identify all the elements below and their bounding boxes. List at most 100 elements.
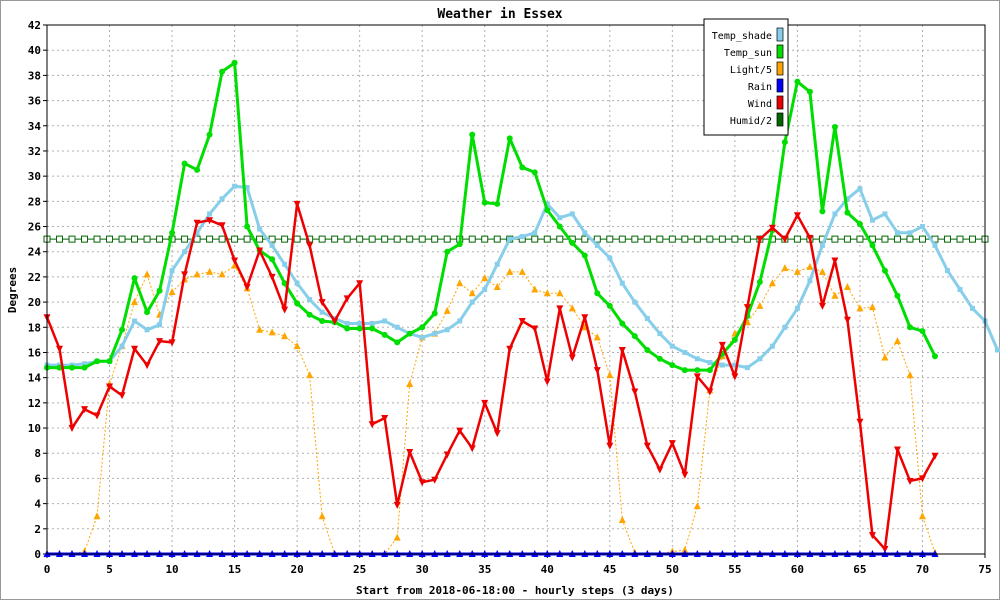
data-point-light-5 (918, 512, 926, 520)
data-point-wind (281, 306, 289, 314)
data-point-temp-shade (844, 196, 850, 202)
data-point-wind (206, 217, 214, 225)
data-point-wind (393, 501, 401, 509)
data-point-temp-sun (519, 164, 526, 171)
data-point-wind (843, 316, 851, 324)
data-point-light-5 (868, 303, 876, 311)
x-tick-label: 65 (853, 563, 866, 576)
data-point-light-5 (193, 270, 201, 278)
y-tick-label: 32 (28, 145, 41, 158)
data-point-light-5 (606, 371, 614, 379)
data-point-temp-sun (231, 59, 238, 66)
series-line-wind (45, 202, 937, 551)
data-point-wind (681, 471, 689, 479)
data-point-temp-sun (481, 199, 488, 206)
data-point-temp-sun (406, 330, 413, 337)
data-point-wind (143, 362, 151, 370)
data-point-temp-sun (531, 169, 538, 176)
data-point-light-5 (556, 289, 564, 297)
data-point-temp-shade (557, 215, 563, 221)
data-point-temp-shade (619, 280, 625, 286)
data-point-temp-shade (957, 287, 963, 292)
data-point-humid-2 (943, 235, 951, 243)
data-point-temp-shade (169, 268, 175, 274)
data-point-temp-shade (232, 183, 238, 189)
data-point-humid-2 (231, 235, 239, 243)
x-tick-label: 10 (165, 563, 178, 576)
data-point-wind (481, 399, 489, 407)
data-point-temp-shade (694, 356, 700, 362)
data-point-temp-shade (869, 217, 875, 223)
data-point-humid-2 (731, 235, 739, 243)
data-point-temp-sun (894, 292, 901, 299)
data-point-wind (181, 271, 189, 279)
data-point-light-5 (481, 274, 489, 282)
data-point-temp-shade (382, 318, 388, 324)
data-point-temp-shade (257, 226, 263, 232)
y-tick-label: 34 (28, 120, 42, 133)
data-point-humid-2 (906, 235, 914, 243)
y-tick-label: 26 (28, 221, 42, 234)
data-point-temp-shade (269, 242, 275, 248)
data-point-temp-shade (969, 305, 975, 311)
data-point-temp-shade (432, 331, 438, 337)
data-point-temp-sun (94, 358, 101, 365)
data-point-temp-shade (995, 347, 1000, 353)
data-point-light-5 (143, 270, 151, 278)
data-point-humid-2 (606, 235, 614, 243)
data-point-temp-shade (794, 305, 800, 311)
data-point-temp-shade (494, 261, 500, 267)
data-point-wind (631, 388, 639, 396)
data-point-temp-shade (894, 230, 900, 236)
data-point-temp-shade (932, 242, 938, 248)
data-point-light-5 (881, 353, 889, 361)
x-tick-label: 75 (978, 563, 991, 576)
data-point-wind (356, 280, 364, 288)
data-point-wind (743, 304, 751, 312)
data-point-humid-2 (418, 235, 426, 243)
data-point-temp-sun (431, 310, 438, 317)
data-point-humid-2 (118, 235, 126, 243)
data-point-light-5 (781, 264, 789, 272)
data-point-humid-2 (106, 235, 114, 243)
data-point-humid-2 (793, 235, 801, 243)
y-tick-label: 8 (34, 447, 41, 460)
data-point-temp-shade (344, 321, 350, 327)
x-tick-label: 5 (106, 563, 113, 576)
data-point-temp-sun (119, 326, 126, 333)
data-point-temp-shade (307, 297, 313, 303)
data-point-light-5 (856, 304, 864, 312)
data-point-temp-sun (869, 242, 876, 249)
data-point-humid-2 (956, 235, 964, 243)
legend-label-temp-sun: Temp_sun (724, 48, 772, 59)
data-point-wind (881, 545, 889, 553)
data-point-wind (793, 212, 801, 220)
data-point-temp-sun (419, 324, 426, 331)
data-point-wind (543, 378, 551, 386)
data-point-wind (406, 448, 414, 456)
data-point-humid-2 (431, 235, 439, 243)
data-point-wind (81, 406, 89, 414)
data-point-temp-sun (594, 290, 601, 297)
data-point-temp-sun (294, 300, 301, 307)
data-point-temp-shade (132, 318, 138, 324)
data-point-wind (831, 257, 839, 265)
data-point-temp-shade (707, 360, 713, 366)
data-point-temp-sun (181, 160, 188, 167)
data-point-wind (931, 452, 939, 460)
y-tick-label: 40 (28, 44, 41, 57)
data-point-light-5 (468, 289, 476, 297)
data-point-temp-sun (194, 166, 201, 173)
data-point-temp-shade (419, 334, 425, 340)
data-point-light-5 (93, 512, 101, 520)
data-point-temp-shade (607, 255, 613, 261)
data-point-wind (906, 477, 914, 485)
data-point-temp-sun (844, 209, 851, 216)
data-point-temp-sun (106, 358, 113, 365)
data-point-humid-2 (181, 235, 189, 243)
x-tick-label: 55 (728, 563, 741, 576)
data-point-temp-shade (194, 230, 200, 236)
data-point-temp-sun (931, 353, 938, 360)
data-point-wind (656, 466, 664, 474)
data-point-light-5 (293, 342, 301, 350)
